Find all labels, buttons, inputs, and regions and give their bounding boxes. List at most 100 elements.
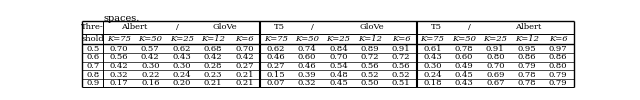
Text: 0.42: 0.42	[235, 53, 253, 61]
Text: 0.69: 0.69	[486, 70, 504, 78]
Text: 0.67: 0.67	[486, 79, 504, 87]
Text: 0.5: 0.5	[86, 45, 99, 53]
Text: 0.51: 0.51	[392, 79, 410, 87]
Text: 0.8: 0.8	[86, 70, 99, 78]
Text: Thre-: Thre-	[81, 23, 104, 31]
Text: 0.7: 0.7	[86, 62, 99, 70]
Text: 0.22: 0.22	[141, 70, 159, 78]
Text: /: /	[311, 23, 314, 31]
Text: 0.17: 0.17	[109, 79, 128, 87]
Text: 0.45: 0.45	[329, 79, 348, 87]
Text: GloVe: GloVe	[212, 23, 237, 31]
Text: 0.89: 0.89	[360, 45, 379, 53]
Text: 0.21: 0.21	[204, 79, 222, 87]
Text: 0.79: 0.79	[548, 70, 567, 78]
Text: K=25: K=25	[326, 35, 351, 43]
Text: 0.78: 0.78	[517, 70, 536, 78]
Text: 0.43: 0.43	[172, 53, 191, 61]
Text: 0.79: 0.79	[517, 62, 536, 70]
Text: 0.80: 0.80	[486, 53, 504, 61]
Text: 0.24: 0.24	[423, 70, 442, 78]
Text: 0.30: 0.30	[172, 62, 191, 70]
Text: 0.70: 0.70	[235, 45, 253, 53]
Text: K=12: K=12	[201, 35, 225, 43]
Text: K=12: K=12	[358, 35, 382, 43]
Text: K=50: K=50	[452, 35, 476, 43]
Text: 0.60: 0.60	[455, 53, 473, 61]
Text: K=75: K=75	[420, 35, 445, 43]
Text: K=12: K=12	[515, 35, 539, 43]
Text: 0.57: 0.57	[141, 45, 159, 53]
Text: 0.52: 0.52	[360, 70, 379, 78]
Text: 0.62: 0.62	[172, 45, 191, 53]
Text: 0.27: 0.27	[266, 62, 285, 70]
Text: 0.15: 0.15	[266, 70, 285, 78]
Text: 0.86: 0.86	[517, 53, 536, 61]
Text: 0.27: 0.27	[235, 62, 253, 70]
Text: 0.30: 0.30	[423, 62, 442, 70]
Text: /: /	[176, 23, 179, 31]
Text: 0.30: 0.30	[141, 62, 159, 70]
Text: 0.50: 0.50	[360, 79, 379, 87]
Text: 0.18: 0.18	[423, 79, 442, 87]
Text: 0.46: 0.46	[298, 62, 316, 70]
Text: 0.97: 0.97	[548, 45, 567, 53]
Text: shold: shold	[81, 35, 104, 43]
Text: 0.24: 0.24	[172, 70, 191, 78]
Text: 0.70: 0.70	[329, 53, 348, 61]
Text: 0.28: 0.28	[204, 62, 222, 70]
Text: 0.21: 0.21	[235, 79, 253, 87]
Text: 0.32: 0.32	[298, 79, 316, 87]
Text: 0.62: 0.62	[266, 45, 285, 53]
Text: 0.61: 0.61	[423, 45, 442, 53]
Text: Albert: Albert	[122, 23, 148, 31]
Text: 0.42: 0.42	[204, 53, 222, 61]
Text: 0.74: 0.74	[298, 45, 316, 53]
Text: K=75: K=75	[264, 35, 288, 43]
Text: 0.20: 0.20	[172, 79, 191, 87]
Text: 0.72: 0.72	[392, 53, 410, 61]
Text: K=50: K=50	[138, 35, 163, 43]
Text: 0.52: 0.52	[392, 70, 410, 78]
Text: 0.32: 0.32	[109, 70, 128, 78]
Text: 0.43: 0.43	[423, 53, 442, 61]
Text: 0.42: 0.42	[141, 53, 159, 61]
Text: K=75: K=75	[107, 35, 131, 43]
Text: 0.68: 0.68	[204, 45, 222, 53]
Text: GloVe: GloVe	[359, 23, 384, 31]
Text: 0.49: 0.49	[454, 62, 474, 70]
Text: 0.45: 0.45	[454, 70, 474, 78]
Text: 0.70: 0.70	[486, 62, 504, 70]
Text: 0.84: 0.84	[329, 45, 348, 53]
Text: T5: T5	[431, 23, 442, 31]
Text: 0.54: 0.54	[329, 62, 348, 70]
Text: 0.91: 0.91	[486, 45, 504, 53]
Text: 0.6: 0.6	[86, 53, 99, 61]
Text: 0.9: 0.9	[86, 79, 99, 87]
Text: 0.39: 0.39	[298, 70, 316, 78]
Text: 0.60: 0.60	[298, 53, 316, 61]
Text: 0.80: 0.80	[548, 62, 567, 70]
Text: 0.79: 0.79	[548, 79, 567, 87]
Text: 0.07: 0.07	[266, 79, 285, 87]
Text: K=6: K=6	[392, 35, 410, 43]
Text: 0.43: 0.43	[454, 79, 474, 87]
Text: Albert: Albert	[515, 23, 541, 31]
Text: 0.91: 0.91	[392, 45, 410, 53]
Text: 0.16: 0.16	[141, 79, 159, 87]
Text: /: /	[468, 23, 471, 31]
Text: 0.46: 0.46	[266, 53, 285, 61]
Text: 0.23: 0.23	[204, 70, 222, 78]
Text: K=50: K=50	[295, 35, 319, 43]
Text: 0.42: 0.42	[109, 62, 128, 70]
Text: K=6: K=6	[235, 35, 253, 43]
Text: 0.95: 0.95	[517, 45, 536, 53]
Text: 0.86: 0.86	[548, 53, 567, 61]
Text: K=6: K=6	[548, 35, 567, 43]
Text: 0.72: 0.72	[360, 53, 379, 61]
Text: 0.78: 0.78	[454, 45, 473, 53]
Text: K=25: K=25	[170, 35, 194, 43]
Text: 0.56: 0.56	[392, 62, 410, 70]
Text: K=25: K=25	[483, 35, 508, 43]
Text: 0.48: 0.48	[329, 70, 348, 78]
